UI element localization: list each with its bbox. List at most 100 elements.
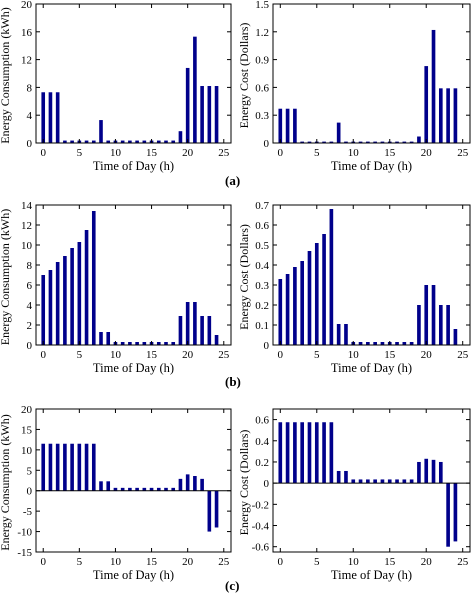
plot-frame xyxy=(35,204,232,346)
bar xyxy=(402,479,407,484)
bar xyxy=(120,342,125,345)
x-tick-label: 5 xyxy=(77,556,83,568)
bar xyxy=(135,342,139,345)
x-tick-label: 0 xyxy=(40,556,46,568)
y-tick-label: 2 xyxy=(27,320,33,332)
bar xyxy=(424,458,429,484)
bar xyxy=(106,481,111,491)
bar xyxy=(48,270,53,345)
bar xyxy=(300,422,305,484)
y-tick-label: 0.7 xyxy=(255,200,269,212)
y-axis-label: Energy Cost (Dollars) xyxy=(237,224,251,330)
x-axis-label: Time of Day (h) xyxy=(331,159,412,173)
bar xyxy=(336,324,341,345)
y-tick-label: 0.1 xyxy=(255,320,269,332)
y-tick-label: 12 xyxy=(21,220,32,232)
y-tick-label: 0 xyxy=(27,138,33,150)
bar xyxy=(336,470,341,484)
y-axis-label: Energy Consumption (kWh) xyxy=(0,414,12,550)
bar xyxy=(329,422,334,484)
bar xyxy=(431,285,436,345)
bar xyxy=(344,324,348,345)
bar xyxy=(142,342,147,345)
bar xyxy=(314,422,319,484)
plot-frame xyxy=(272,204,471,346)
bar xyxy=(278,108,283,143)
bar xyxy=(307,422,312,484)
bar xyxy=(149,487,154,491)
bar xyxy=(314,243,319,345)
y-tick-label: 4 xyxy=(27,110,33,122)
chart-b-cost: 0 0.1 0.2 0.3 0.4 0.5 0.6 0.7 0 5 10 15 20 25 Time of … xyxy=(237,200,471,375)
x-tick-label: 20 xyxy=(421,556,433,568)
x-tick-label: 25 xyxy=(218,556,230,568)
bar xyxy=(207,490,212,532)
bar xyxy=(106,332,111,345)
bar xyxy=(48,443,53,491)
bar xyxy=(48,92,53,143)
y-tick-label: 14 xyxy=(21,200,33,212)
x-axis-label: Time of Day (h) xyxy=(331,568,412,582)
bar xyxy=(322,422,326,484)
bar xyxy=(185,67,190,143)
x-tick-label: 0 xyxy=(40,147,46,159)
bar xyxy=(373,141,377,143)
x-tick-label: 0 xyxy=(278,349,284,361)
bar xyxy=(293,108,297,143)
y-tick-label: -5 xyxy=(23,506,33,518)
y-tick-label: 0.3 xyxy=(255,110,269,122)
bar xyxy=(358,141,363,143)
bar xyxy=(417,305,421,345)
bar xyxy=(128,140,132,143)
bar xyxy=(91,140,96,143)
y-tick-label: 12 xyxy=(21,55,32,67)
bar xyxy=(156,487,161,491)
bar xyxy=(293,422,297,484)
bar xyxy=(70,248,74,345)
bar xyxy=(285,108,290,143)
bar xyxy=(178,316,183,345)
bar xyxy=(214,335,219,345)
bar xyxy=(55,262,60,345)
bar xyxy=(164,487,168,491)
y-tick-label: 0.2 xyxy=(255,457,269,469)
bar xyxy=(193,302,197,345)
bar xyxy=(278,279,283,345)
plot-frame xyxy=(35,3,232,144)
bar xyxy=(358,342,363,345)
bar xyxy=(106,140,111,143)
x-tick-label: 0 xyxy=(40,349,46,361)
bar xyxy=(128,342,132,345)
bar xyxy=(438,88,443,143)
bar xyxy=(307,251,312,345)
bar xyxy=(380,141,385,143)
bar xyxy=(185,474,190,491)
y-tick-label: -10 xyxy=(17,527,32,539)
bar xyxy=(70,140,74,143)
x-tick-label: 20 xyxy=(182,349,194,361)
bar xyxy=(424,285,429,345)
bar xyxy=(366,479,370,484)
bar xyxy=(395,479,399,484)
x-tick-label: 15 xyxy=(384,349,396,361)
x-tick-label: 10 xyxy=(110,556,122,568)
y-tick-label: 4 xyxy=(27,300,33,312)
x-tick-label: 10 xyxy=(110,349,122,361)
x-axis-label: Time of Day (h) xyxy=(93,361,174,375)
bar xyxy=(142,487,147,491)
bar xyxy=(373,479,377,484)
y-tick-label: 20 xyxy=(21,404,33,416)
x-tick-label: 15 xyxy=(384,556,396,568)
bar xyxy=(63,140,67,143)
bar xyxy=(55,443,60,491)
y-tick-label: 20 xyxy=(21,0,33,11)
bar xyxy=(380,342,385,345)
x-tick-label: 20 xyxy=(421,147,433,159)
bar xyxy=(63,443,67,491)
bar xyxy=(77,443,82,491)
bar xyxy=(207,86,212,143)
y-tick-label: 0.4 xyxy=(255,436,269,448)
x-tick-label: 20 xyxy=(421,349,433,361)
